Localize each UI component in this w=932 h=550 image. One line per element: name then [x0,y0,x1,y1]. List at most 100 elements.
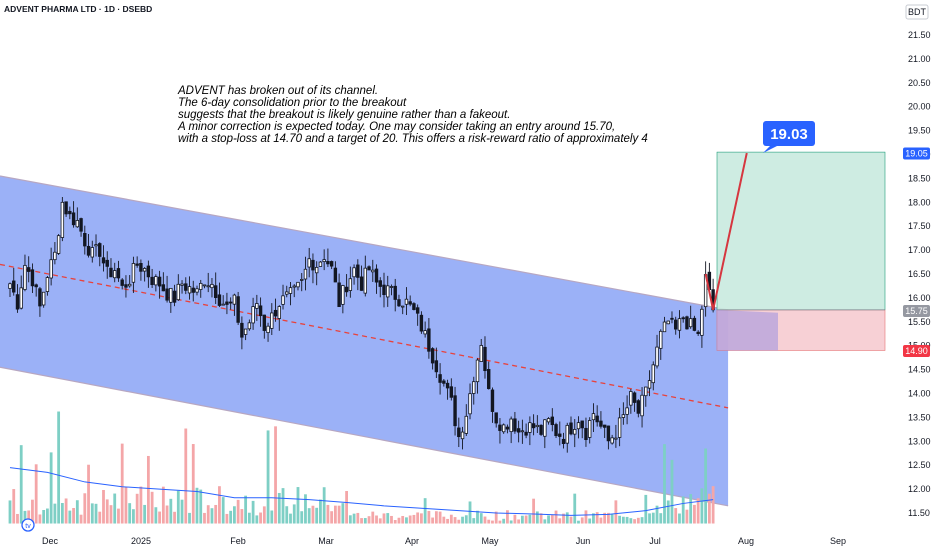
volume-bar [218,486,221,524]
candle [427,318,431,359]
channel-upper-line [0,175,729,311]
note-line-3: suggests that the breakout is likely gen… [178,109,510,121]
currency-box[interactable] [905,4,929,20]
candle [558,421,562,446]
candle [79,217,83,237]
volume-bar [457,519,461,524]
target-callout-box [763,121,815,146]
volume-bar [651,512,655,524]
volume-bar [19,445,23,524]
analysis-note[interactable]: ADVENT has broken out of its channel. Th… [177,85,648,145]
volume-bar [621,516,625,524]
volume-bar [247,512,251,524]
candle [666,320,670,325]
candle [139,259,143,281]
time-tick: Jul [649,536,661,546]
candle [655,334,659,369]
target-callout-text: 19.03 [770,126,808,143]
candle [292,284,296,298]
candle [662,316,667,333]
candle [146,260,151,288]
candle [113,262,117,283]
candle [243,328,248,341]
projection-arrow[interactable] [704,152,748,311]
candle [513,411,517,434]
price-tick: 16.50 [908,269,931,279]
price-tick: 16.00 [908,293,931,303]
volume-bar [711,486,715,524]
volume-bar [173,511,176,524]
volume-bar [214,504,218,524]
candle [442,379,446,387]
volume-bar [42,509,46,524]
volume-bar [277,492,281,524]
candle [228,297,233,310]
candle [606,425,611,450]
time-tick: Jun [576,536,591,546]
candle [53,242,57,265]
long-position-tool[interactable] [716,151,886,351]
price-axis[interactable]: BDT 21.5021.0020.5020.0019.5019.0018.501… [900,0,932,550]
candle [273,298,278,322]
candle [434,347,439,378]
candle [528,416,532,446]
candle [318,261,323,267]
volume-bar [195,487,199,524]
candle [210,278,214,298]
volume-bar [629,518,633,524]
volume-bar [625,516,629,524]
candle [56,234,61,256]
stop-price-badge-text: 14.90 [905,346,928,356]
volume-bar [517,519,521,524]
candle [202,284,207,289]
volume-bar [569,516,573,524]
volume-bar [262,506,266,524]
time-axis[interactable]: Dec 2025 Feb Mar Apr May Jun Jul Aug Sep [42,536,846,546]
volume-bar [356,512,360,524]
candle [565,422,569,453]
price-tick: 18.00 [908,197,931,207]
volume-bar [75,500,79,524]
candle [120,278,124,290]
candle [142,267,147,282]
volume-bar [199,489,203,524]
volume-bar [431,517,435,524]
candle [187,276,192,300]
volume-bar [64,498,68,524]
candle [651,361,655,391]
target-callout[interactable]: 19.03 [763,121,815,153]
note-line-5: with a stop-loss at 14.70 and a target o… [178,133,648,145]
price-tick: 20.50 [908,78,931,88]
volume-bar [640,517,644,524]
tv-logo-icon[interactable]: tv [21,518,35,532]
volume-bar [375,515,378,524]
candle [150,268,154,288]
volume-bar [337,505,341,524]
volume-bar [184,428,188,524]
volume-bar [588,518,592,524]
candle [449,378,454,401]
volume-bar [614,500,618,524]
candle [539,424,543,436]
time-tick: May [481,536,499,546]
target-price-badge [903,147,930,160]
volume-bar [165,505,169,524]
candle [494,412,498,428]
time-tick: Feb [230,536,246,546]
volume-bar [434,511,438,524]
price-tick: 11.50 [908,508,930,518]
candle [247,319,252,331]
volume-bar [610,514,614,524]
candle [588,417,592,444]
candle [591,403,596,433]
candle [415,304,420,326]
volume-bar [461,516,464,524]
candle [116,260,121,282]
candle [341,284,345,314]
volume-bar [296,487,300,524]
candle [681,316,685,323]
volume-ma-line [9,467,714,516]
candle [524,423,528,439]
symbol-header[interactable]: ADVENT PHARMA LTD · 1D · DSEBD [4,4,152,14]
